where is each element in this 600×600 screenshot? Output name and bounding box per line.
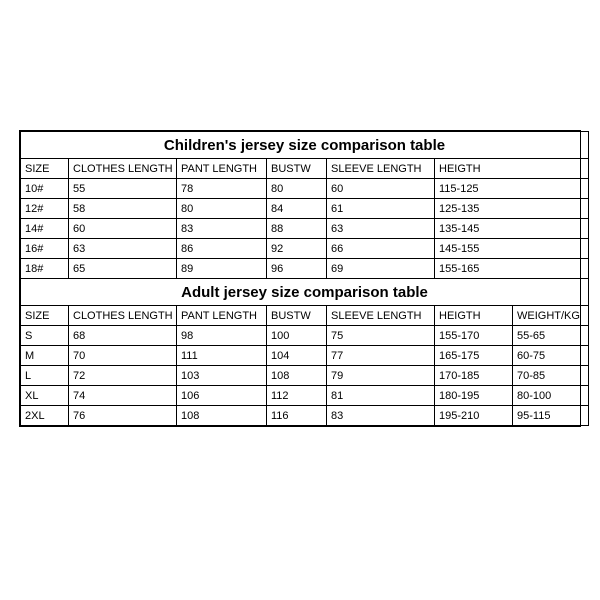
col-weight: WEIGHT/KG (513, 306, 589, 326)
cell: 112 (267, 386, 327, 406)
col-bustw: BUSTW (267, 306, 327, 326)
cell: 72 (69, 366, 177, 386)
cell: 69 (327, 259, 435, 279)
col-size: SIZE (21, 306, 69, 326)
cell: S (21, 326, 69, 346)
cell: 89 (177, 259, 267, 279)
cell: 155-170 (435, 326, 513, 346)
table-row: 10# 55 78 80 60 115-125 (21, 179, 589, 199)
cell: 10# (21, 179, 69, 199)
cell: 88 (267, 219, 327, 239)
cell: 92 (267, 239, 327, 259)
cell: 103 (177, 366, 267, 386)
col-height: HEIGTH (435, 306, 513, 326)
col-sleeve: SLEEVE LENGTH (327, 306, 435, 326)
cell: 104 (267, 346, 327, 366)
page: Children's jersey size comparison table … (0, 0, 600, 600)
cell: 96 (267, 259, 327, 279)
cell: 74 (69, 386, 177, 406)
adult-title: Adult jersey size comparison table (21, 279, 589, 306)
cell: 115-125 (435, 179, 589, 199)
table-row: 18# 65 89 96 69 155-165 (21, 259, 589, 279)
cell: M (21, 346, 69, 366)
cell: 68 (69, 326, 177, 346)
cell: 63 (69, 239, 177, 259)
cell: 80-100 (513, 386, 589, 406)
cell: 170-185 (435, 366, 513, 386)
table-row: S 68 98 100 75 155-170 55-65 (21, 326, 589, 346)
cell: 83 (327, 406, 435, 426)
col-clothes: CLOTHES LENGTH (69, 159, 177, 179)
cell: 63 (327, 219, 435, 239)
cell: 55 (69, 179, 177, 199)
cell: 81 (327, 386, 435, 406)
cell: 61 (327, 199, 435, 219)
table-row: M 70 111 104 77 165-175 60-75 (21, 346, 589, 366)
cell: 155-165 (435, 259, 589, 279)
cell: 84 (267, 199, 327, 219)
cell: 80 (177, 199, 267, 219)
adult-title-row: Adult jersey size comparison table (21, 279, 589, 306)
cell: 75 (327, 326, 435, 346)
cell: 18# (21, 259, 69, 279)
cell: 2XL (21, 406, 69, 426)
col-pant: PANT LENGTH (177, 306, 267, 326)
cell: XL (21, 386, 69, 406)
cell: 80 (267, 179, 327, 199)
col-bustw: BUSTW (267, 159, 327, 179)
cell: 95-115 (513, 406, 589, 426)
table-row: 14# 60 83 88 63 135-145 (21, 219, 589, 239)
cell: 135-145 (435, 219, 589, 239)
adult-header-row: SIZE CLOTHES LENGTH PANT LENGTH BUSTW SL… (21, 306, 589, 326)
cell: 106 (177, 386, 267, 406)
cell: 83 (177, 219, 267, 239)
cell: 65 (69, 259, 177, 279)
table-row: 16# 63 86 92 66 145-155 (21, 239, 589, 259)
cell: 116 (267, 406, 327, 426)
cell: 60 (327, 179, 435, 199)
cell: 12# (21, 199, 69, 219)
table-row: 12# 58 80 84 61 125-135 (21, 199, 589, 219)
cell: 16# (21, 239, 69, 259)
tables-container: Children's jersey size comparison table … (19, 130, 581, 427)
cell: 14# (21, 219, 69, 239)
children-table: Children's jersey size comparison table … (20, 131, 589, 426)
cell: 195-210 (435, 406, 513, 426)
cell: 66 (327, 239, 435, 259)
cell: 180-195 (435, 386, 513, 406)
cell: 60 (69, 219, 177, 239)
cell: 145-155 (435, 239, 589, 259)
cell: 165-175 (435, 346, 513, 366)
cell: 70 (69, 346, 177, 366)
cell: 98 (177, 326, 267, 346)
table-row: XL 74 106 112 81 180-195 80-100 (21, 386, 589, 406)
cell: 86 (177, 239, 267, 259)
cell: 108 (177, 406, 267, 426)
children-title: Children's jersey size comparison table (21, 132, 589, 159)
cell: 111 (177, 346, 267, 366)
table-row: 2XL 76 108 116 83 195-210 95-115 (21, 406, 589, 426)
cell: 100 (267, 326, 327, 346)
cell: 70-85 (513, 366, 589, 386)
col-clothes: CLOTHES LENGTH (69, 306, 177, 326)
table-row: L 72 103 108 79 170-185 70-85 (21, 366, 589, 386)
children-header-row: SIZE CLOTHES LENGTH PANT LENGTH BUSTW SL… (21, 159, 589, 179)
col-pant: PANT LENGTH (177, 159, 267, 179)
col-height: HEIGTH (435, 159, 589, 179)
cell: L (21, 366, 69, 386)
cell: 55-65 (513, 326, 589, 346)
cell: 58 (69, 199, 177, 219)
cell: 60-75 (513, 346, 589, 366)
cell: 79 (327, 366, 435, 386)
cell: 108 (267, 366, 327, 386)
cell: 77 (327, 346, 435, 366)
cell: 125-135 (435, 199, 589, 219)
col-sleeve: SLEEVE LENGTH (327, 159, 435, 179)
children-title-row: Children's jersey size comparison table (21, 132, 589, 159)
cell: 78 (177, 179, 267, 199)
cell: 76 (69, 406, 177, 426)
col-size: SIZE (21, 159, 69, 179)
